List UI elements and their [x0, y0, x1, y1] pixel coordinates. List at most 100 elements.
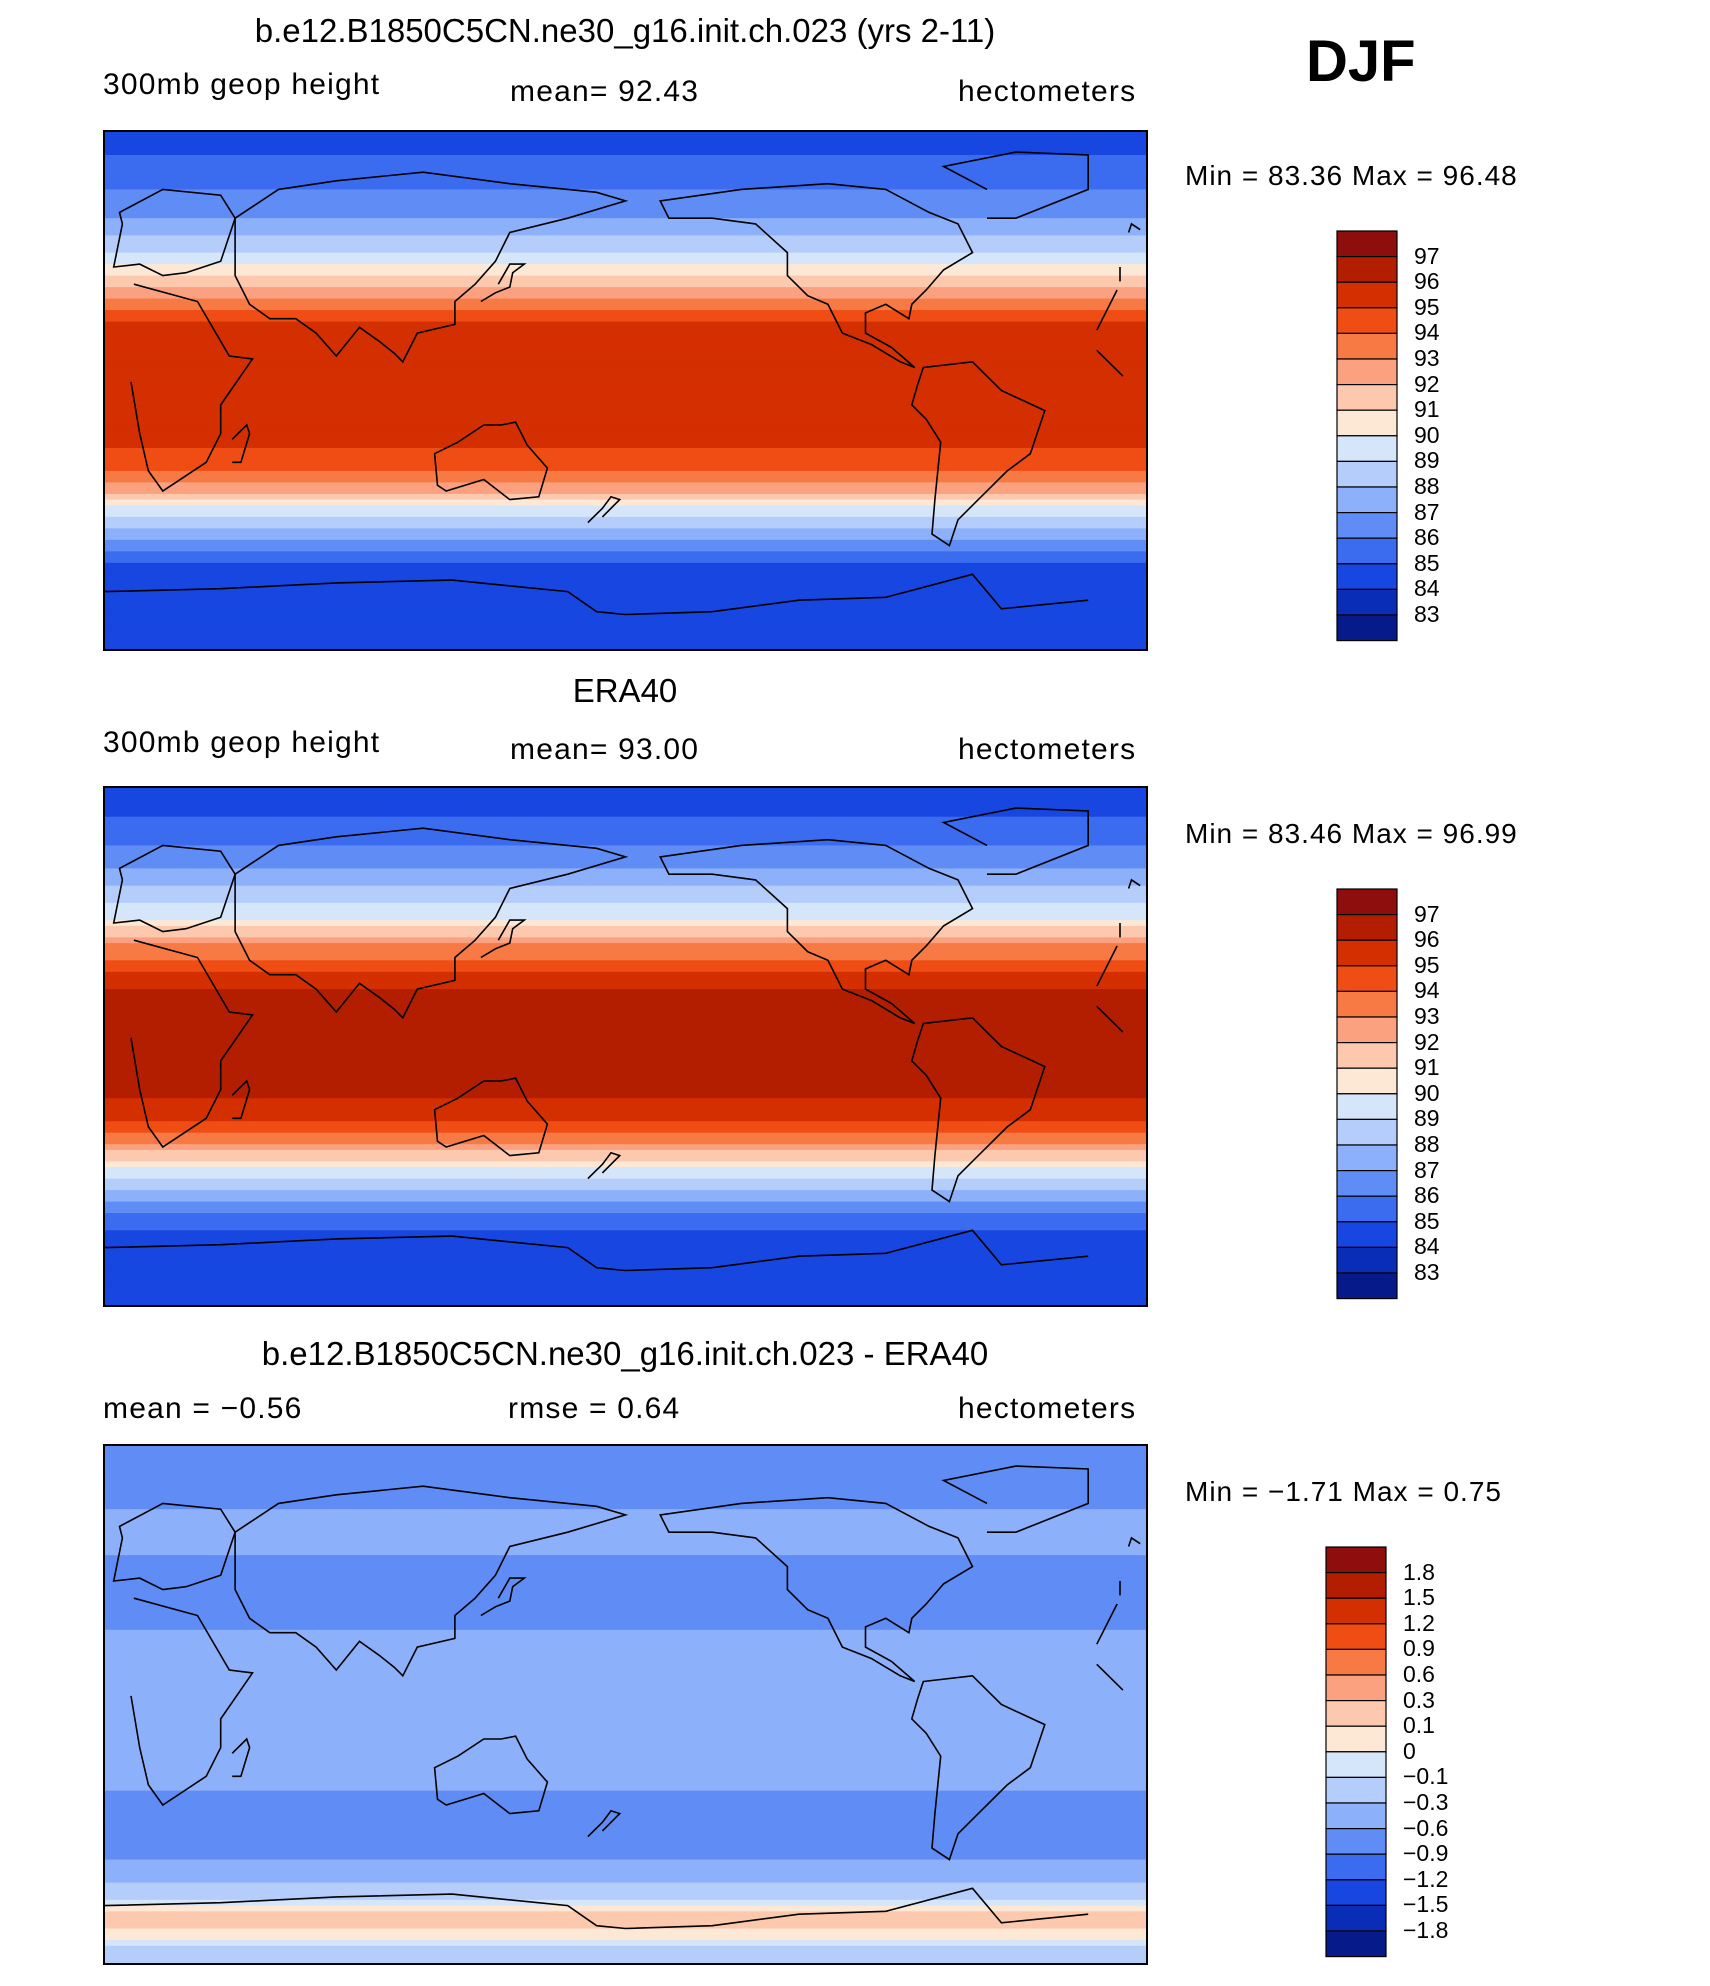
contour-band: [105, 229, 1146, 236]
panel-3-mean: mean = −0.56: [103, 1392, 303, 1425]
contour-band: [105, 1491, 1146, 1499]
panel-3-rmse: rmse = 0.64: [508, 1392, 681, 1425]
contour-band: [105, 1796, 1146, 1803]
colorbar-swatch: [1325, 1751, 1387, 1779]
contour-band: [105, 1293, 1146, 1300]
coastline: [105, 1229, 1089, 1272]
contour-band: [105, 822, 1146, 829]
contour-band: [105, 1109, 1146, 1117]
colorbar-tick-label: 1.2: [1403, 1609, 1435, 1636]
colorbar-swatch: [1325, 1802, 1387, 1830]
contour-band: [105, 1207, 1146, 1214]
contour-band: [105, 793, 1146, 801]
contour-band: [105, 258, 1146, 265]
contour-band: [105, 568, 1146, 575]
contour-band: [105, 218, 1146, 225]
contour-band: [105, 1951, 1146, 1958]
contour-band: [105, 614, 1146, 621]
panel-3-units: hectometers: [958, 1392, 1137, 1425]
contour-band: [105, 1457, 1146, 1464]
colorbar-boxes: [1336, 230, 1398, 642]
contour-band: [105, 1247, 1146, 1254]
contour-band: [105, 1733, 1146, 1740]
coastline: [587, 1151, 622, 1180]
contour-band: [105, 1040, 1146, 1048]
contour-band: [105, 189, 1146, 196]
contour-band: [105, 1917, 1146, 1924]
colorbar-tick-label: 96: [1414, 926, 1440, 953]
contour-band: [105, 350, 1146, 357]
panel-2-map: [103, 786, 1148, 1307]
contour-band: [105, 1503, 1146, 1510]
contour-band: [105, 1555, 1146, 1562]
contour-band: [105, 989, 1146, 996]
contour-band: [105, 327, 1146, 334]
coastline: [1127, 878, 1141, 889]
contour-band: [105, 1583, 1146, 1591]
colorbar-tick-label: 86: [1414, 524, 1440, 551]
colorbar-swatch: [1336, 965, 1398, 993]
colorbar-tick-label: −1.5: [1403, 1891, 1449, 1918]
contour-band: [105, 534, 1146, 541]
contour-band: [105, 166, 1146, 173]
contour-band: [105, 1480, 1146, 1487]
contour-band: [105, 1149, 1146, 1157]
colorbar-tick-label: −1.2: [1403, 1865, 1449, 1892]
colorbar-tick-label: 85: [1414, 1207, 1440, 1234]
contour-band: [105, 1940, 1146, 1947]
contour-band: [105, 1121, 1146, 1128]
contour-band: [105, 1103, 1146, 1111]
panel-3-map: [103, 1444, 1148, 1965]
colorbar-swatch: [1336, 614, 1398, 642]
contour-band: [105, 1172, 1146, 1180]
contour-band: [105, 845, 1146, 852]
colorbar-swatch: [1336, 1118, 1398, 1146]
colorbar-swatch: [1336, 486, 1398, 514]
contour-band: [105, 1905, 1146, 1912]
colorbar-swatch: [1325, 1776, 1387, 1804]
contour-band: [105, 1178, 1146, 1185]
contour-band: [105, 1299, 1146, 1305]
coastline: [231, 423, 251, 464]
contour-band: [105, 591, 1146, 598]
contour-band: [105, 177, 1146, 185]
coastline: [941, 151, 1089, 219]
coastline: [130, 1597, 1124, 1807]
contour-band: [105, 1595, 1146, 1602]
contour-band: [105, 1224, 1146, 1231]
contour-band: [105, 401, 1146, 409]
contour-band: [105, 413, 1146, 420]
coastline: [433, 1735, 549, 1815]
contour-band: [105, 1092, 1146, 1099]
contour-band: [105, 1259, 1146, 1266]
contour-band: [105, 608, 1146, 616]
colorbar-tick-label: 0.6: [1403, 1661, 1435, 1687]
contour-band: [105, 874, 1146, 881]
contour-band: [105, 1578, 1146, 1585]
contour-band: [105, 488, 1146, 495]
contour-band: [105, 1241, 1146, 1249]
colorbar-swatch: [1336, 1195, 1398, 1223]
contour-band: [105, 1161, 1146, 1168]
contour-band: [105, 1698, 1146, 1706]
contour-band: [105, 206, 1146, 214]
contour-band: [105, 252, 1146, 259]
contour-band: [105, 1767, 1146, 1775]
contour-band: [105, 1865, 1146, 1872]
contour-band: [105, 1195, 1146, 1203]
colorbar-tick-label: 92: [1414, 1028, 1440, 1055]
contour-band: [105, 356, 1146, 363]
panel-3-title: b.e12.B1850C5CN.ne30_g16.init.ch.023 - E…: [261, 1335, 989, 1372]
contour-band: [105, 333, 1146, 340]
contour-band: [105, 557, 1146, 564]
coastline: [112, 844, 1121, 938]
colorbar-swatch: [1336, 307, 1398, 335]
coastline: [480, 1577, 527, 1617]
colorbar-tick-label: 85: [1414, 549, 1440, 576]
contour-band: [105, 1704, 1146, 1711]
contour-band: [105, 1276, 1146, 1283]
contour-band: [105, 160, 1146, 168]
colorbar-swatch: [1336, 563, 1398, 590]
contour-band: [105, 269, 1146, 277]
panel-1-title: b.e12.B1850C5CN.ne30_g16.init.ch.023 (yr…: [254, 12, 996, 49]
